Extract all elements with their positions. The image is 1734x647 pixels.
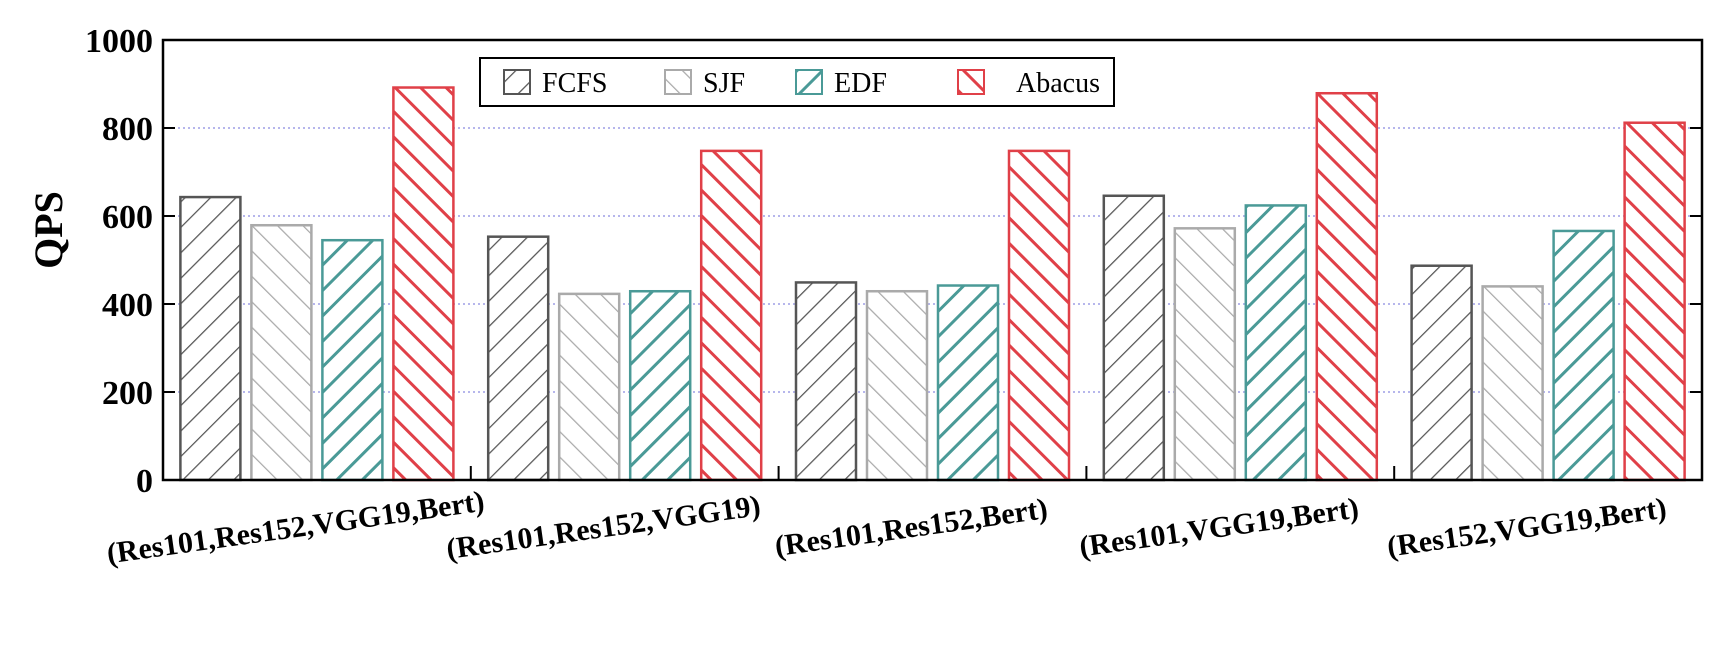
y-tick-label: 600 <box>102 199 153 236</box>
bar-fcfs-4 <box>1410 264 1473 482</box>
bar-abacus-1 <box>699 149 763 482</box>
bar-edf-3 <box>1244 204 1308 482</box>
x-tick-label: (Res101,VGG19,Bert) <box>1077 492 1360 564</box>
bar-abacus-4 <box>1623 121 1686 482</box>
bar-edf-0 <box>321 238 384 482</box>
legend: FCFS SJF EDF Abacus <box>479 57 1115 107</box>
y-tick-label: 0 <box>136 463 153 500</box>
plot-frame <box>161 38 1704 482</box>
legend-label-edf: EDF <box>834 68 887 99</box>
legend-swatch-edf <box>795 69 823 95</box>
legend-swatch-fcfs <box>503 69 531 95</box>
legend-label-sjf: SJF <box>703 68 745 99</box>
bar-sjf-3 <box>1173 227 1237 482</box>
bar-fcfs-1 <box>486 235 550 482</box>
legend-label-fcfs: FCFS <box>542 68 607 99</box>
bar-sjf-0 <box>250 223 313 482</box>
y-axis-label: QPS <box>26 191 71 269</box>
x-tick-label: (Res101,Res152,Bert) <box>773 492 1050 563</box>
bar-sjf-1 <box>557 292 621 482</box>
bar-sjf-2 <box>865 289 929 482</box>
bar-edf-1 <box>628 289 692 482</box>
y-tick-label: 1000 <box>85 23 153 60</box>
bar-abacus-3 <box>1315 91 1379 482</box>
bar-abacus-0 <box>392 86 455 482</box>
legend-label-abacus: Abacus <box>1016 68 1100 99</box>
bar-abacus-2 <box>1007 149 1071 482</box>
y-tick-label: 200 <box>102 375 153 412</box>
bar-edf-2 <box>936 284 1000 482</box>
bar-fcfs-2 <box>794 281 858 482</box>
bar-fcfs-3 <box>1102 194 1166 482</box>
y-tick-label: 400 <box>102 287 153 324</box>
bar-fcfs-0 <box>179 195 242 482</box>
legend-swatch-sjf <box>664 69 692 95</box>
bar-sjf-4 <box>1481 285 1544 482</box>
bars <box>179 86 1686 482</box>
y-tick-label: 800 <box>102 111 153 148</box>
x-tick-label: (Res152,VGG19,Bert) <box>1385 492 1668 564</box>
legend-swatch-abacus <box>957 69 985 95</box>
bar-edf-4 <box>1552 229 1615 482</box>
x-tick-label: (Res101,Res152,VGG19,Bert) <box>105 485 487 571</box>
x-tick-label: (Res101,Res152,VGG19) <box>444 489 762 566</box>
